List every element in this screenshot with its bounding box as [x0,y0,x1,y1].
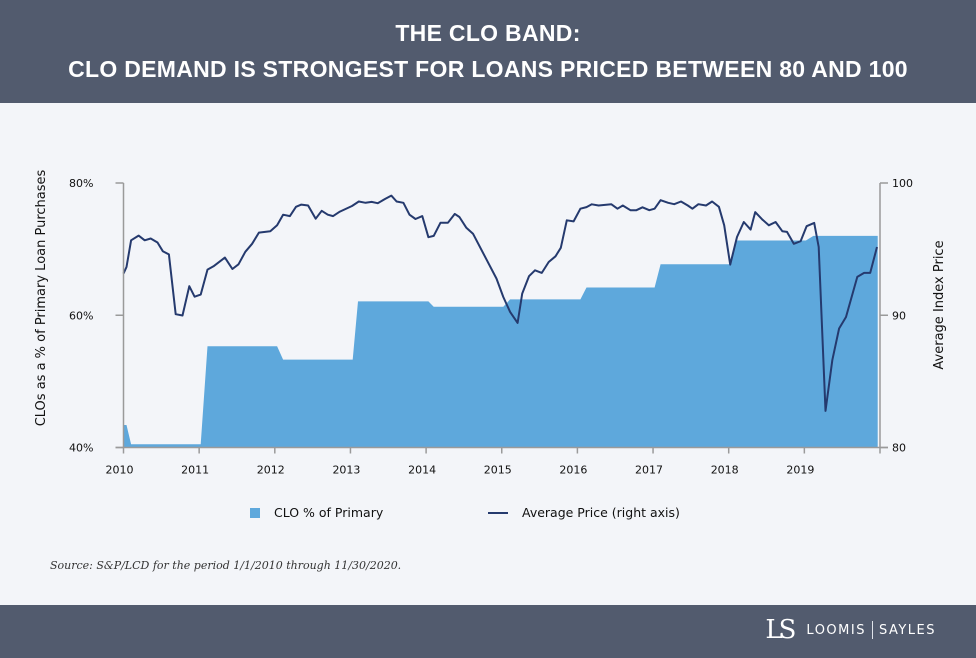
footer: LS LOOMIS SAYLES [0,605,976,658]
logo-divider [871,621,873,639]
y-axis-left-label: CLOs as a % of Primary Loan Purchases [34,169,49,426]
chart-title-line2: CLO DEMAND IS STRONGEST FOR LOANS PRICED… [68,56,908,82]
y-tick-label-left: 40% [69,442,93,455]
source-note: Source: S&P/LCD for the period 1/1/2010 … [50,559,402,572]
clo-area [123,235,878,448]
legend-item-price: Average Price (right axis) [488,505,680,520]
logo-mark: LS [765,615,796,645]
legend-swatch-line [488,511,508,514]
x-tick-label: 2015 [484,464,512,477]
y-tick-label-right: 90 [892,309,906,322]
logo-brand-left: LOOMIS [806,622,866,638]
x-tick-label: 2016 [559,464,587,477]
legend-item-clo: CLO % of Primary [250,505,383,520]
y-tick-label-right: 80 [892,442,906,455]
x-tick-label: 2019 [786,464,814,477]
x-tick-label: 2011 [181,464,209,477]
x-tick-label: 2014 [408,464,436,477]
y-tick-label-right: 100 [892,177,913,190]
logo-brand-right: SAYLES [878,622,936,638]
loomis-sayles-logo: LS LOOMIS SAYLES [765,615,936,645]
legend-label-clo: CLO % of Primary [274,505,384,520]
x-tick-label: 2012 [257,464,285,477]
legend-label-price: Average Price (right axis) [522,505,680,520]
y-tick-label-left: 60% [69,309,93,322]
x-tick-label: 2010 [106,464,134,477]
x-tick-label: 2017 [635,464,663,477]
legend-swatch-area [250,507,260,518]
x-tick-label: 2013 [332,464,360,477]
x-tick-label: 2018 [711,464,739,477]
chart-title-line1: THE CLO BAND: [395,20,581,46]
price-line [122,194,878,412]
title-banner: THE CLO BAND: CLO DEMAND IS STRONGEST FO… [0,0,976,103]
chart: 80% 60% 40% 100 90 80 2010 2011 2012 2013 2014 2015… [34,169,947,477]
y-tick-label-left: 80% [69,177,93,190]
y-axis-right-label: Average Index Price [932,240,947,369]
